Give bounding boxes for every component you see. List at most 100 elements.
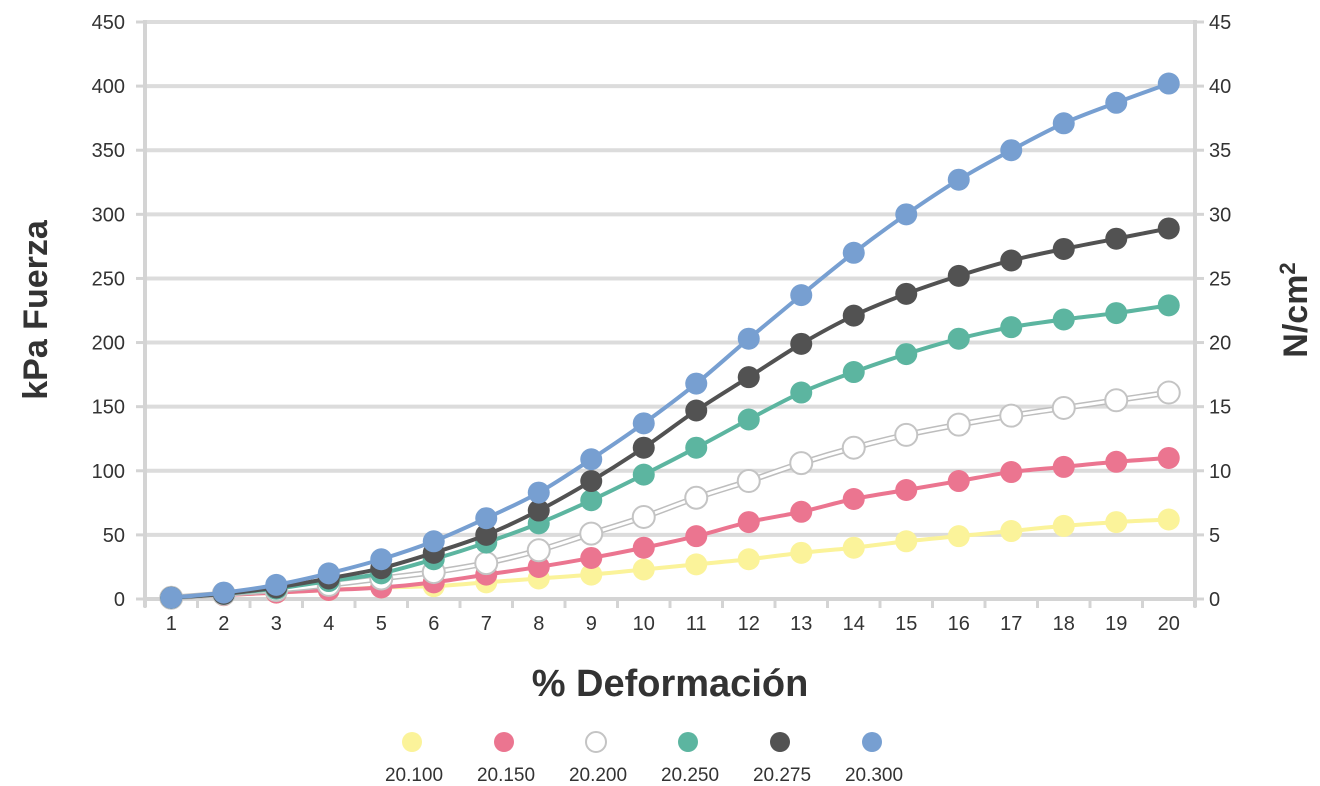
legend-label: 20.150 — [477, 765, 535, 786]
legend-item-20.250: 20.250 — [661, 732, 719, 786]
data-point — [527, 481, 550, 504]
data-point — [736, 469, 761, 494]
x-tick-label: 6 — [428, 613, 439, 635]
data-point — [422, 530, 445, 553]
data-point — [842, 487, 865, 510]
data-point — [841, 435, 866, 460]
data-point — [527, 555, 550, 578]
data-point — [1000, 316, 1023, 339]
x-axis-title: % Deformación — [532, 663, 809, 705]
series-group — [159, 72, 1181, 610]
data-point — [580, 470, 603, 493]
data-point — [1105, 91, 1128, 114]
legend-item-20.100: 20.100 — [385, 732, 443, 786]
data-point — [685, 525, 708, 548]
data-point — [265, 573, 288, 596]
data-point — [1157, 294, 1180, 317]
data-point — [632, 463, 655, 486]
y-tick-label-left: 450 — [92, 12, 125, 34]
x-tick-label: 8 — [533, 613, 544, 635]
legend: 20.100 20.150 20.200 20.250 20.275 20.300 — [385, 731, 903, 786]
x-tick-label: 2 — [218, 613, 229, 635]
data-point — [526, 538, 551, 563]
x-tick-label: 4 — [323, 613, 334, 635]
y-tick-label-right: 45 — [1209, 12, 1231, 34]
data-point — [895, 343, 918, 366]
data-point — [370, 548, 393, 571]
data-point — [684, 485, 709, 510]
data-point — [1157, 72, 1180, 95]
y-tick-label-right: 0 — [1209, 589, 1220, 611]
y-tick-label-left: 250 — [92, 268, 125, 290]
data-point — [631, 504, 656, 529]
grid-lines — [145, 20, 1195, 537]
legend-marker — [494, 732, 514, 752]
data-point — [1052, 112, 1075, 135]
y-tick-label-right: 25 — [1209, 268, 1231, 290]
data-point — [842, 241, 865, 264]
series-line — [171, 303, 1170, 600]
legend-item-20.150: 20.150 — [477, 732, 535, 786]
y-tick-label-left: 350 — [92, 140, 125, 162]
x-tick-label: 7 — [481, 613, 492, 635]
data-point — [1052, 237, 1075, 260]
data-point — [842, 304, 865, 327]
legend-marker — [678, 732, 698, 752]
data-point — [580, 489, 603, 512]
data-point — [212, 581, 235, 604]
legend-marker — [402, 732, 422, 752]
data-point — [632, 558, 655, 581]
data-point — [1156, 380, 1181, 405]
data-point — [685, 436, 708, 459]
data-point — [160, 586, 183, 609]
data-point — [946, 412, 971, 437]
data-point — [790, 541, 813, 564]
data-point — [527, 499, 550, 522]
data-point — [790, 332, 813, 355]
data-point — [580, 448, 603, 471]
data-point — [737, 408, 760, 431]
data-point — [895, 282, 918, 305]
data-point — [580, 563, 603, 586]
data-point — [1000, 249, 1023, 272]
data-point — [1105, 302, 1128, 325]
data-point — [737, 548, 760, 571]
data-point — [579, 521, 604, 546]
legend-marker — [585, 731, 607, 753]
axes — [136, 20, 1204, 608]
data-point — [685, 399, 708, 422]
data-point — [685, 553, 708, 576]
data-point — [895, 479, 918, 502]
data-point — [685, 372, 708, 395]
data-point — [1157, 508, 1180, 531]
data-point — [474, 551, 499, 576]
data-point — [947, 525, 970, 548]
data-point — [317, 562, 340, 585]
y-axis-title-right-unit: N/cm — [1277, 275, 1315, 358]
y-tick-label-left: 200 — [92, 333, 125, 355]
y-tick-label-left: 0 — [114, 589, 125, 611]
data-point — [1104, 388, 1129, 413]
y-tick-label-left: 50 — [103, 525, 125, 547]
legend-label: 20.250 — [661, 765, 719, 786]
legend-label: 20.200 — [569, 765, 627, 786]
data-point — [947, 470, 970, 493]
data-point — [790, 500, 813, 523]
data-point — [475, 507, 498, 530]
data-point — [947, 168, 970, 191]
x-tick-label: 10 — [633, 613, 655, 635]
legend-item-20.275: 20.275 — [753, 732, 811, 786]
x-tick-label: 18 — [1053, 613, 1075, 635]
data-point — [895, 203, 918, 226]
data-point — [947, 327, 970, 350]
data-point — [475, 523, 498, 546]
data-point — [894, 422, 919, 447]
data-point — [1000, 520, 1023, 543]
data-point — [842, 361, 865, 384]
data-point — [632, 436, 655, 459]
y-tick-label-left: 400 — [92, 76, 125, 98]
legend-item-20.300: 20.300 — [845, 732, 903, 786]
data-point — [789, 451, 814, 476]
series-20.200 — [159, 380, 1181, 610]
